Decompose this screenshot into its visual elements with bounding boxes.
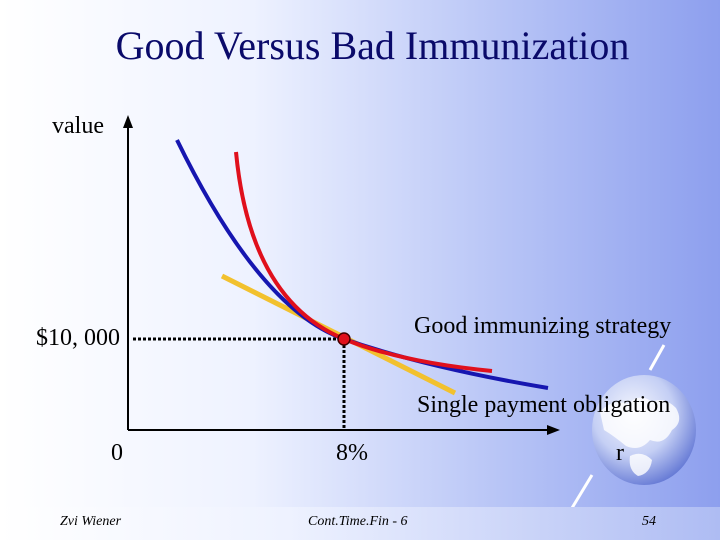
single-payment-label: Single payment obligation	[417, 392, 671, 418]
footer-bar	[0, 507, 720, 540]
origin-label: 0	[111, 440, 123, 466]
y-marker-label: $10, 000	[36, 325, 120, 351]
x-axis-arrow	[547, 425, 560, 435]
good-strategy-label: Good immunizing strategy	[414, 313, 672, 339]
footer-course: Cont.Time.Fin - 6	[308, 514, 408, 529]
footer-author: Zvi Wiener	[60, 514, 122, 529]
x-axis-label: r	[616, 440, 624, 466]
y-axis-label: value	[52, 113, 104, 139]
single-payment-curve	[175, 139, 549, 390]
globe-icon	[570, 344, 696, 509]
x-marker-label: 8%	[336, 440, 368, 466]
tangency-point	[337, 332, 351, 346]
footer-page-number: 54	[642, 514, 656, 529]
slide-title: Good Versus Bad Immunization	[115, 23, 630, 68]
y-axis-arrow	[123, 115, 133, 128]
